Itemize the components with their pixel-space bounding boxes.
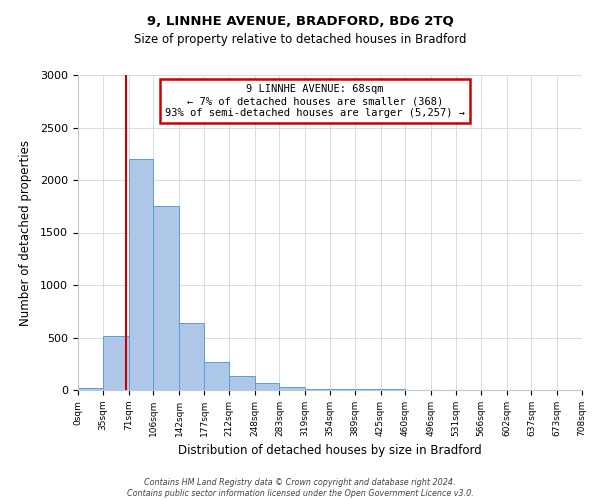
Bar xyxy=(128,159,154,390)
Bar xyxy=(103,336,128,390)
Bar xyxy=(280,387,305,390)
Bar xyxy=(305,389,330,390)
Bar xyxy=(254,383,280,390)
Bar xyxy=(204,362,229,390)
Bar xyxy=(154,206,179,390)
X-axis label: Distribution of detached houses by size in Bradford: Distribution of detached houses by size … xyxy=(178,444,482,458)
Bar xyxy=(179,323,204,390)
Text: Size of property relative to detached houses in Bradford: Size of property relative to detached ho… xyxy=(134,32,466,46)
Y-axis label: Number of detached properties: Number of detached properties xyxy=(19,140,32,326)
Text: 9, LINNHE AVENUE, BRADFORD, BD6 2TQ: 9, LINNHE AVENUE, BRADFORD, BD6 2TQ xyxy=(146,15,454,28)
Bar xyxy=(229,376,254,390)
Text: 9 LINNHE AVENUE: 68sqm
← 7% of detached houses are smaller (368)
93% of semi-det: 9 LINNHE AVENUE: 68sqm ← 7% of detached … xyxy=(165,84,465,117)
Bar xyxy=(78,388,103,390)
Text: Contains HM Land Registry data © Crown copyright and database right 2024.
Contai: Contains HM Land Registry data © Crown c… xyxy=(127,478,473,498)
